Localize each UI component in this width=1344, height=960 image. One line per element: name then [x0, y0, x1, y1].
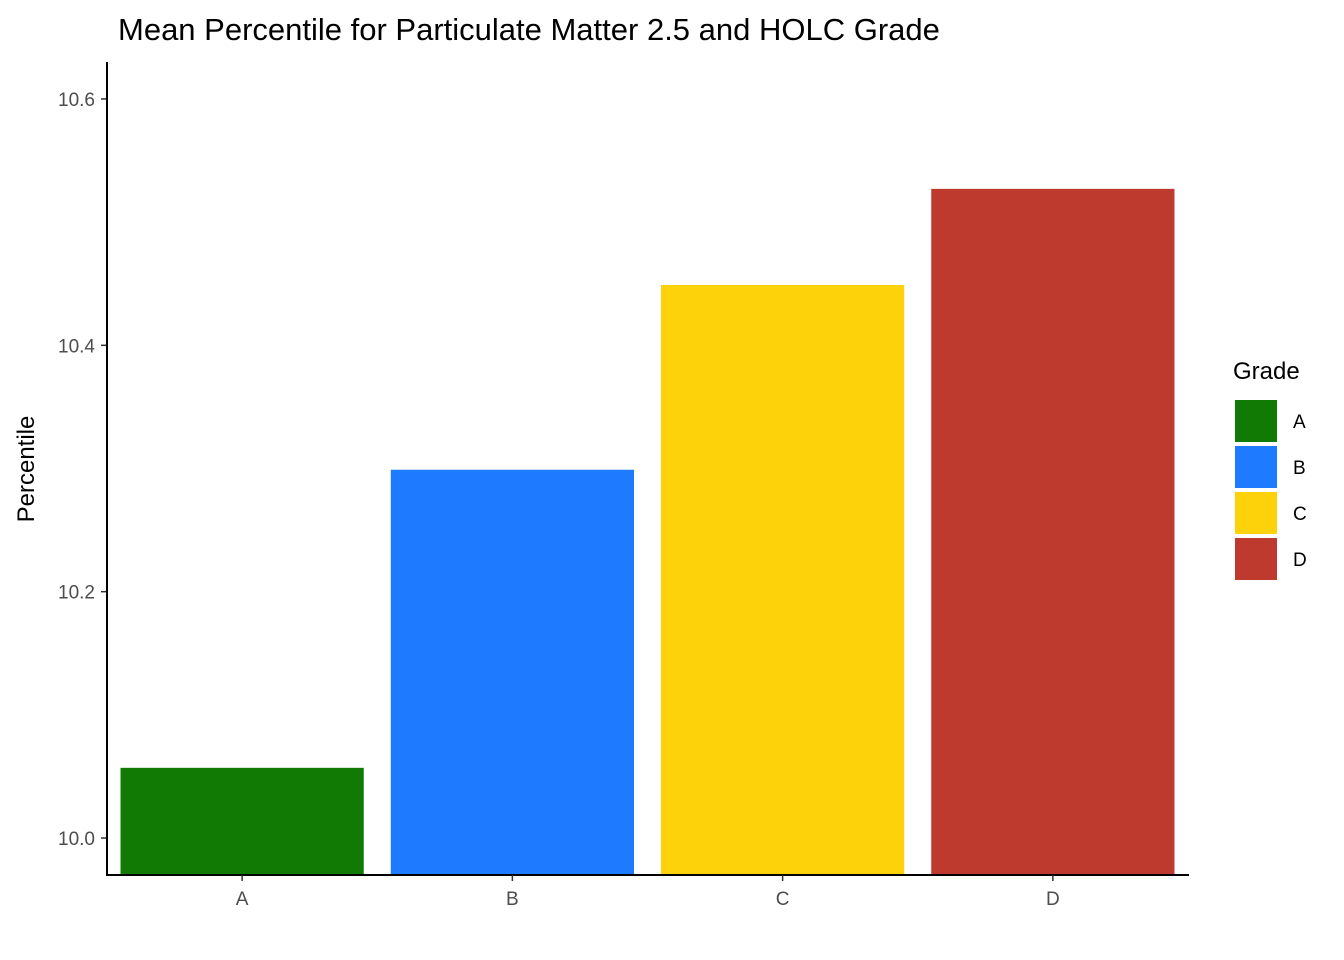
y-axis-title: Percentile	[13, 416, 40, 523]
legend-label: B	[1293, 458, 1306, 479]
legend-label: D	[1293, 550, 1307, 571]
bar-a	[120, 767, 364, 875]
x-tick-label: A	[236, 889, 249, 910]
legend-label: A	[1293, 412, 1306, 433]
legend-key-c	[1235, 492, 1277, 534]
legend-key-a	[1235, 400, 1277, 442]
x-tick-label: C	[776, 889, 790, 910]
x-axis-ticks: A B C D	[236, 875, 1060, 910]
legend-title: Grade	[1233, 358, 1300, 385]
x-tick-label: D	[1046, 889, 1060, 910]
y-axis-ticks: 10.0 10.2 10.4 10.6	[58, 90, 107, 850]
y-tick-label: 10.6	[58, 90, 95, 111]
y-tick-label: 10.0	[58, 829, 95, 850]
legend: Grade A B C D	[1233, 358, 1307, 580]
legend-label: C	[1293, 504, 1307, 525]
x-tick-label: B	[506, 889, 519, 910]
y-tick-label: 10.2	[58, 583, 95, 604]
bar-b	[390, 469, 634, 875]
legend-items: A B C D	[1235, 400, 1307, 580]
bars-group	[120, 188, 1175, 876]
y-tick-label: 10.4	[58, 336, 95, 357]
bar-d	[931, 188, 1175, 876]
legend-key-d	[1235, 538, 1277, 580]
chart-title: Mean Percentile for Particulate Matter 2…	[118, 12, 940, 47]
bar-c	[661, 284, 905, 875]
legend-key-b	[1235, 446, 1277, 488]
